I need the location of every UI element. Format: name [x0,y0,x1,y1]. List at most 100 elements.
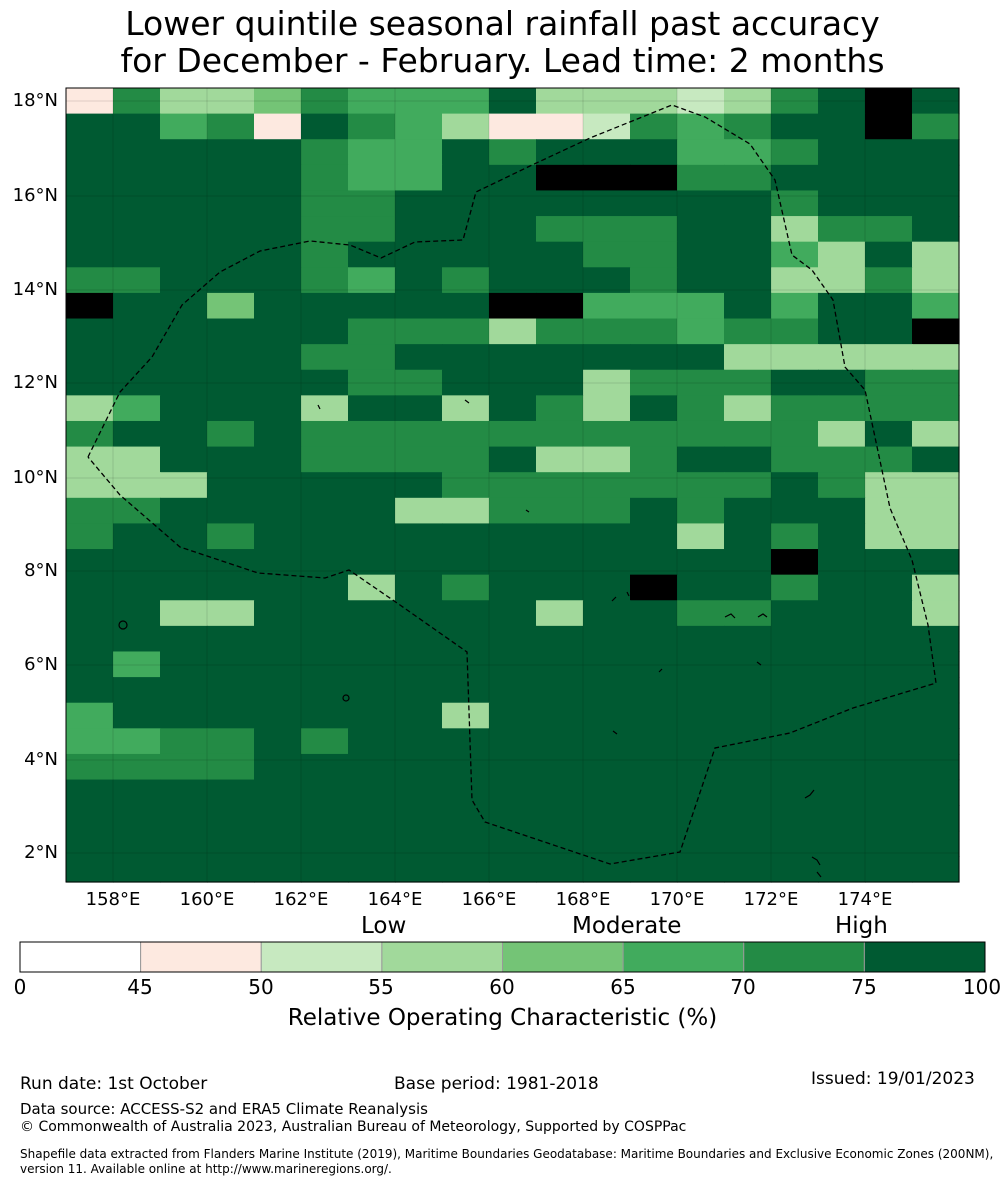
grid-cell [113,216,161,243]
grid-cell [395,216,443,243]
grid-cell [66,395,114,422]
grid-cell [865,549,913,576]
grid-cell [348,446,396,473]
grid-cell [207,369,255,396]
grid-cell [160,779,208,806]
grid-cell [442,856,490,883]
grid-cell [865,292,913,320]
grid-cell [113,702,161,729]
grid-cell [630,113,678,140]
grid-cell [912,420,960,448]
grid-cell [630,651,678,678]
lat-tick-18: 18°N [12,90,58,111]
grid-cell [771,216,819,243]
grid-cell [395,318,443,345]
grid-cell [536,344,584,371]
grid-cell [254,830,302,857]
grid-cell [254,549,302,576]
grid-cell [442,369,490,396]
grid-cell [771,574,819,601]
grid-cell [630,728,678,755]
grid-cell [301,292,349,320]
grid-cell [113,190,161,217]
grid-cell [818,420,866,448]
grid-cell [724,369,772,396]
grid-cell [442,164,490,192]
grid-cell [865,88,913,115]
grid-cell [489,267,537,294]
grid-cell [254,651,302,678]
lon-tick-170: 170°E [649,889,705,910]
grid-cell [254,523,302,550]
grid-cell [536,497,584,525]
grid-cell [301,549,349,576]
grid-cell [489,677,537,704]
grid-cell [66,523,114,550]
grid-cell [160,420,208,448]
grid-cell [677,805,725,832]
lat-tick-2: 2°N [24,842,58,863]
grid-cell [677,292,725,320]
grid-cell [630,523,678,550]
grid-cell [771,267,819,294]
grid-cell [630,139,678,166]
grid-cell [771,369,819,396]
grid-cell [254,472,302,499]
run-date: Run date: 1st October [20,1074,208,1094]
grid-cell [818,190,866,217]
grid-cell [442,600,490,627]
grid-cell [583,805,631,832]
grid-cell [160,497,208,525]
grid-cell [254,369,302,396]
grid-cell [630,267,678,294]
grid-cell [395,369,443,396]
grid-cell [66,651,114,678]
grid-cell [207,344,255,371]
grid-cell [818,216,866,243]
grid-cell [442,446,490,473]
grid-cell [395,830,443,857]
grid-cell [348,753,396,781]
colorbar-segment [19,941,142,973]
grid-cell [348,677,396,704]
grid-cell [583,651,631,678]
grid-cell [207,472,255,499]
grid-cell [818,625,866,653]
grid-cell [630,395,678,422]
grid-cell [301,625,349,653]
grid-cell [912,779,960,806]
grid-cell [442,318,490,345]
grid-cell [536,625,584,653]
grid-cell [207,651,255,678]
grid-cell [207,318,255,345]
grid-cell [160,651,208,678]
grid-cell [677,600,725,627]
grid-cell [771,446,819,473]
grid-cell [66,164,114,192]
grid-cell [348,625,396,653]
issued-date: Issued: 19/01/2023 [811,1069,975,1089]
grid-cell [348,216,396,243]
grid-cell [113,344,161,371]
grid-cell [113,728,161,755]
grid-cell [301,164,349,192]
colorbar-frame [19,941,986,973]
grid-cell [583,702,631,729]
grid-cell [301,190,349,217]
grid-cell [724,88,772,115]
grid-cell [66,574,114,601]
colorbar-tick-45: 45 [127,975,153,999]
grid-cell [207,702,255,729]
grid-cell [66,344,114,371]
grid-cell [160,318,208,345]
grid-cell [724,549,772,576]
title-line-2: for December - February. Lead time: 2 mo… [120,41,885,80]
grid-cell [583,779,631,806]
grid-cell [912,369,960,396]
grid-cell [160,574,208,601]
grid-cell [301,856,349,883]
colorbar-segment [140,941,262,973]
grid-cell [630,164,678,192]
grid-cell [583,344,631,371]
grid-cell [301,139,349,166]
